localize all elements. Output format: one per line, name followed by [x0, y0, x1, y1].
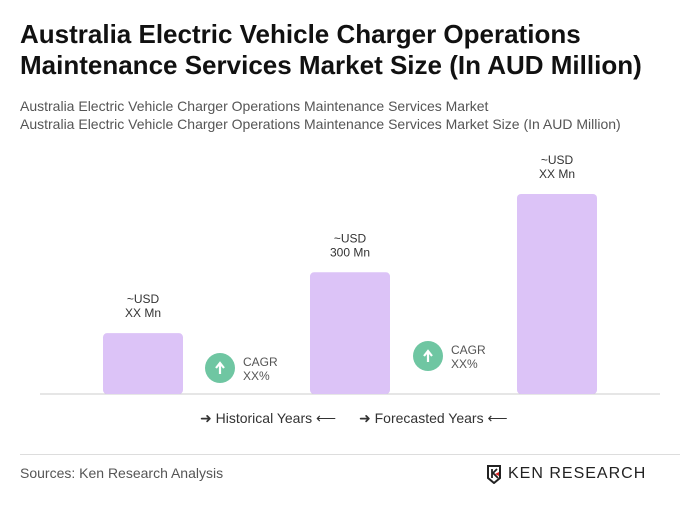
logo-icon — [487, 465, 501, 484]
chart-title: Australia Electric Vehicle Charger Opera… — [20, 19, 642, 80]
bar — [517, 194, 597, 394]
legend-historical-label: Historical Years — [215, 410, 313, 426]
data-label: XX Mn — [125, 306, 161, 320]
sources: Sources: Ken Research Analysis — [20, 465, 224, 481]
ken-research-logo: KEN RESEARCH — [486, 464, 646, 484]
cagr-label: CAGR — [243, 355, 278, 369]
legend-forecast: ➜ Forecasted Years ⟵ — [359, 410, 508, 426]
cagr-label: CAGR — [451, 343, 486, 357]
legend-historical: ➜ Historical Years ⟵ — [200, 410, 337, 426]
bar — [310, 272, 390, 394]
legend-forecast-label: Forecasted Years — [374, 410, 484, 426]
logo-text: KEN RESEARCH — [508, 465, 647, 482]
data-label: XX Mn — [539, 167, 575, 181]
arrow-glyph — [215, 361, 225, 374]
cagr-label: XX% — [243, 369, 270, 383]
arrow-glyph — [423, 349, 433, 362]
data-label: ~USD — [334, 231, 367, 245]
subtitle-2: Australia Electric Vehicle Charger Opera… — [20, 116, 621, 132]
subtitle: Australia Electric Vehicle Charger Opera… — [20, 98, 489, 114]
bar — [103, 333, 183, 394]
divider — [20, 454, 680, 455]
cagr-label: XX% — [451, 357, 478, 371]
data-label: ~USD — [541, 153, 574, 167]
data-label: 300 Mn — [330, 245, 370, 259]
data-label: ~USD — [127, 292, 160, 306]
